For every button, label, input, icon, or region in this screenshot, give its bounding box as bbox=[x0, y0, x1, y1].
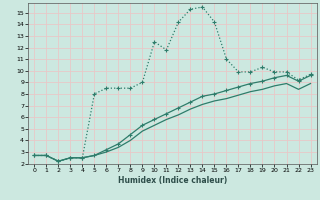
X-axis label: Humidex (Indice chaleur): Humidex (Indice chaleur) bbox=[118, 176, 227, 185]
